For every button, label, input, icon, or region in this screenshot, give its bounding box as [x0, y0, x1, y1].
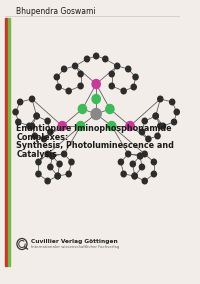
Circle shape: [138, 153, 143, 159]
Circle shape: [151, 171, 156, 177]
Circle shape: [57, 161, 62, 167]
Circle shape: [115, 63, 120, 69]
Circle shape: [142, 118, 147, 124]
Circle shape: [92, 80, 100, 89]
Text: Cuvillier Verlag Göttingen: Cuvillier Verlag Göttingen: [31, 239, 118, 245]
Circle shape: [118, 159, 123, 165]
Circle shape: [94, 53, 99, 59]
Circle shape: [132, 173, 137, 179]
Circle shape: [91, 108, 101, 120]
Circle shape: [29, 123, 35, 129]
Circle shape: [153, 113, 158, 119]
Circle shape: [34, 113, 39, 119]
Circle shape: [142, 178, 147, 184]
Bar: [5, 18, 7, 266]
Circle shape: [121, 171, 126, 177]
Circle shape: [92, 95, 100, 103]
Circle shape: [160, 123, 166, 129]
Circle shape: [108, 122, 116, 131]
Text: Bhupendra Goswami: Bhupendra Goswami: [16, 7, 96, 16]
Circle shape: [18, 99, 23, 105]
Circle shape: [48, 129, 53, 135]
Circle shape: [29, 96, 35, 102]
Circle shape: [153, 113, 158, 119]
Text: Complexes:: Complexes:: [16, 133, 69, 141]
Circle shape: [34, 113, 39, 119]
Text: Catalysis: Catalysis: [16, 149, 57, 158]
Circle shape: [45, 178, 50, 184]
Circle shape: [56, 84, 61, 90]
Circle shape: [106, 105, 114, 114]
Circle shape: [41, 136, 47, 142]
Circle shape: [155, 133, 160, 139]
Circle shape: [76, 122, 85, 131]
Circle shape: [132, 173, 137, 179]
Circle shape: [50, 153, 55, 159]
Circle shape: [78, 83, 83, 89]
Circle shape: [73, 63, 78, 69]
Circle shape: [171, 119, 177, 125]
Circle shape: [121, 88, 126, 94]
Circle shape: [13, 109, 18, 115]
Circle shape: [48, 164, 53, 170]
Circle shape: [133, 74, 138, 80]
Circle shape: [16, 119, 21, 125]
Circle shape: [142, 151, 147, 157]
Circle shape: [54, 74, 59, 80]
Circle shape: [139, 164, 145, 170]
Circle shape: [138, 153, 143, 159]
Circle shape: [62, 66, 67, 72]
Circle shape: [109, 71, 114, 77]
Circle shape: [66, 171, 71, 177]
Circle shape: [126, 151, 131, 157]
Circle shape: [130, 161, 135, 167]
Circle shape: [174, 109, 179, 115]
Circle shape: [131, 84, 136, 90]
Circle shape: [45, 118, 50, 124]
Circle shape: [78, 105, 87, 114]
Circle shape: [58, 122, 66, 131]
Circle shape: [62, 151, 67, 157]
Circle shape: [170, 99, 175, 105]
Bar: [8, 18, 10, 266]
Circle shape: [158, 123, 163, 129]
Circle shape: [50, 153, 55, 159]
Circle shape: [55, 173, 60, 179]
Circle shape: [158, 96, 163, 102]
Circle shape: [109, 83, 114, 89]
Text: Enantiopure Iminophosphonamide: Enantiopure Iminophosphonamide: [16, 124, 172, 133]
Text: Synthesis, Photoluminescence and: Synthesis, Photoluminescence and: [16, 141, 174, 150]
Circle shape: [146, 136, 151, 142]
Circle shape: [69, 159, 74, 165]
Circle shape: [126, 122, 134, 131]
Circle shape: [32, 133, 37, 139]
Circle shape: [45, 151, 50, 157]
Circle shape: [103, 56, 108, 62]
Circle shape: [151, 159, 156, 165]
Circle shape: [66, 88, 71, 94]
Circle shape: [126, 66, 131, 72]
Text: Internationaler wissenschaftlicher Fachverlag: Internationaler wissenschaftlicher Fachv…: [31, 245, 120, 249]
Circle shape: [36, 171, 41, 177]
Circle shape: [36, 159, 41, 165]
Circle shape: [84, 56, 90, 62]
Circle shape: [139, 129, 145, 135]
Circle shape: [55, 173, 60, 179]
Circle shape: [78, 71, 83, 77]
Circle shape: [27, 123, 32, 129]
